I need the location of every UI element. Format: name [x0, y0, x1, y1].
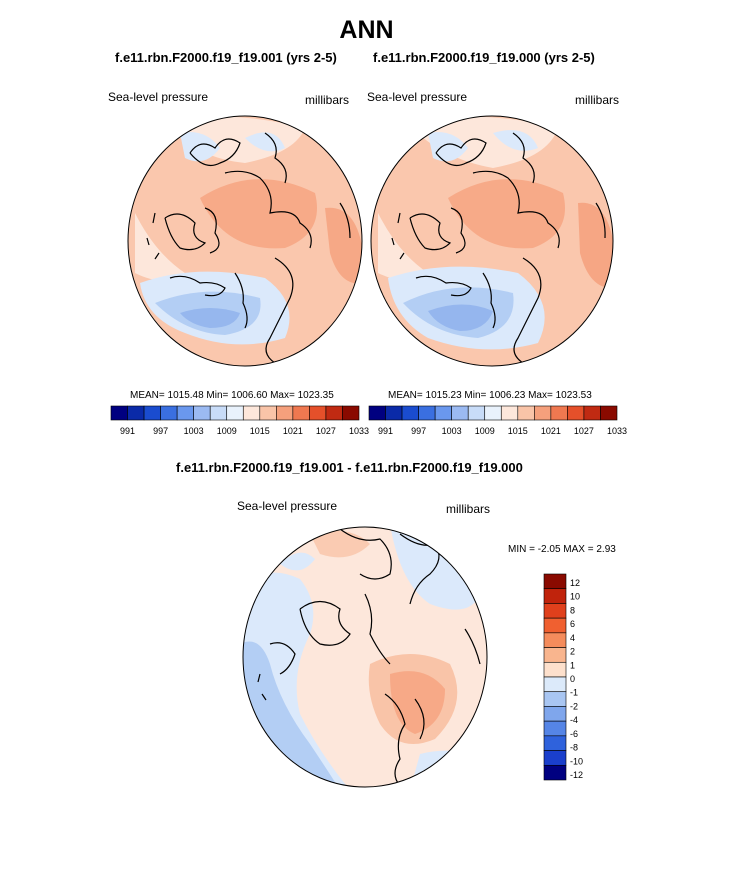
panel-2-colorbar-swatch — [600, 405, 618, 421]
panel-1-colorbar-swatch — [160, 405, 178, 421]
panel-2-stats: MEAN= 1015.23 Min= 1006.23 Max= 1023.53 — [388, 390, 592, 401]
panel-1-colorbar-swatch — [242, 405, 261, 421]
panel-1-colorbar-swatch — [226, 405, 244, 421]
panel-1-variable-label: Sea-level pressure — [108, 90, 209, 104]
diff-colorbar-swatch — [543, 750, 567, 766]
panel-1-colorbar-tick-label: 1009 — [217, 426, 237, 436]
diff-colorbar-swatch — [543, 764, 567, 781]
panel-2-colorbar-swatch — [583, 405, 601, 421]
diff-colorbar-swatch — [543, 691, 567, 707]
panel-1-colorbar-tick-label: 991 — [120, 426, 135, 436]
panel-2-polar-map — [370, 115, 614, 367]
panel-1-title: f.e11.rbn.F2000.f19_f19.001 (yrs 2-5) — [115, 50, 337, 65]
diff-colorbar-swatch — [543, 735, 567, 751]
panel-2-colorbar-tick-label: 997 — [411, 426, 426, 436]
panel-1-colorbar-swatch — [325, 405, 343, 421]
diff-colorbar-tick-label: -8 — [570, 743, 578, 753]
panel-1-colorbar: 991 997 1003 1009 1015 1021 1027 1033 — [110, 405, 369, 436]
panel-2-colorbar-swatch — [467, 405, 486, 421]
panel-1-colorbar-tick-label: 1015 — [250, 426, 270, 436]
panel-1-colorbar-swatch — [127, 405, 145, 421]
panel-1-colorbar-tick-label: 1033 — [349, 426, 369, 436]
diff-colorbar-tick-label: 10 — [570, 592, 580, 602]
panel-2-colorbar-swatch — [500, 405, 519, 421]
panel-2-colorbar-tick-label: 1033 — [607, 426, 627, 436]
panel-2-colorbar-tick-label: 991 — [378, 426, 393, 436]
diff-polar-map — [242, 526, 488, 788]
panel-1-colorbar-swatch — [176, 405, 194, 421]
panel-2-colorbar-tick-label: 1027 — [574, 426, 594, 436]
panel-2-colorbar: 991 997 1003 1009 1015 1021 1027 1033 — [368, 405, 627, 436]
diff-colorbar-tick-label: -10 — [570, 756, 583, 766]
diff-colorbar-swatch — [543, 632, 567, 648]
panel-2-colorbar-swatch — [418, 405, 436, 421]
panel-2-colorbar-tick-label: 1003 — [442, 426, 462, 436]
diff-colorbar-swatch — [543, 676, 567, 693]
panel-1-colorbar-tick-label: 1003 — [184, 426, 204, 436]
diff-colorbar-tick-label: 2 — [570, 647, 575, 657]
diff-units-label: millibars — [446, 502, 491, 516]
diff-colorbar-tick-label: 12 — [570, 578, 580, 588]
diff-colorbar-tick-label: 8 — [570, 605, 575, 615]
diff-colorbar-tick-label: 6 — [570, 619, 575, 629]
panel-2-colorbar-tick-label: 1021 — [541, 426, 561, 436]
diff-colorbar-tick-label: -1 — [570, 688, 578, 698]
panel-1-colorbar-tick-label: 1021 — [283, 426, 303, 436]
panel-2-colorbar-swatch — [484, 405, 502, 421]
diff-variable-label: Sea-level pressure — [237, 499, 338, 513]
panel-2-colorbar-swatch — [368, 405, 386, 421]
panel-2-colorbar-swatch — [534, 405, 552, 421]
panel-2-colorbar-swatch — [567, 405, 585, 421]
panel-2-colorbar-swatch — [401, 405, 419, 421]
panel-1-colorbar-swatch — [110, 405, 128, 421]
panel-1-colorbar-swatch — [309, 405, 327, 421]
panel-2-colorbar-tick-label: 1015 — [508, 426, 528, 436]
diff-colorbar-swatch — [543, 720, 567, 737]
panel-2-variable-label: Sea-level pressure — [367, 90, 468, 104]
diff-colorbar-swatch — [543, 706, 567, 722]
panel-2-colorbar-swatch — [385, 405, 403, 421]
panel-2-colorbar-swatch — [451, 405, 469, 421]
panel-1-colorbar-swatch — [342, 405, 360, 421]
panel-1-colorbar-swatch — [276, 405, 294, 421]
panel-1-colorbar-tick-label: 1027 — [316, 426, 336, 436]
panel-1-colorbar-swatch — [209, 405, 228, 421]
panel-2-title: f.e11.rbn.F2000.f19_f19.000 (yrs 2-5) — [373, 50, 595, 65]
panel-1-stats: MEAN= 1015.48 Min= 1006.60 Max= 1023.35 — [130, 390, 334, 401]
panel-1-colorbar-swatch — [143, 405, 161, 421]
diff-colorbar-tick-label: 0 — [570, 674, 575, 684]
diff-colorbar-swatch — [543, 617, 567, 634]
diff-colorbar-tick-label: 4 — [570, 633, 575, 643]
panel-2-units-label: millibars — [575, 93, 620, 107]
diff-colorbar-tick-label: -6 — [570, 729, 578, 739]
panel-2-colorbar-swatch — [517, 405, 535, 421]
diff-title: f.e11.rbn.F2000.f19_f19.001 - f.e11.rbn.… — [176, 460, 523, 475]
panel-1-units-label: millibars — [305, 93, 350, 107]
diff-colorbar-tick-label: 1 — [570, 660, 575, 670]
diff-colorbar-swatch — [543, 573, 567, 590]
panel-1-colorbar-swatch — [259, 405, 277, 421]
panel-1-colorbar-swatch — [292, 405, 310, 421]
diff-colorbar-tick-label: -12 — [570, 770, 583, 780]
diff-colorbar-swatch — [543, 647, 567, 663]
diff-stats: MIN = -2.05 MAX = 2.93 — [508, 544, 616, 555]
panel-2-colorbar-swatch — [550, 405, 568, 421]
diff-colorbar-tick-label: -4 — [570, 715, 578, 725]
diff-colorbar-tick-label: -2 — [570, 701, 578, 711]
panel-1-colorbar-swatch — [193, 405, 211, 421]
main-title: ANN — [339, 16, 394, 44]
panel-1-colorbar-tick-label: 997 — [153, 426, 168, 436]
panel-2-colorbar-tick-label: 1009 — [475, 426, 495, 436]
diff-colorbar-swatch — [543, 603, 567, 619]
diff-colorbar-swatch — [543, 661, 567, 678]
panel-2-colorbar-swatch — [434, 405, 452, 421]
diff-colorbar-swatch — [543, 588, 567, 604]
panel-1-polar-map — [127, 115, 363, 367]
